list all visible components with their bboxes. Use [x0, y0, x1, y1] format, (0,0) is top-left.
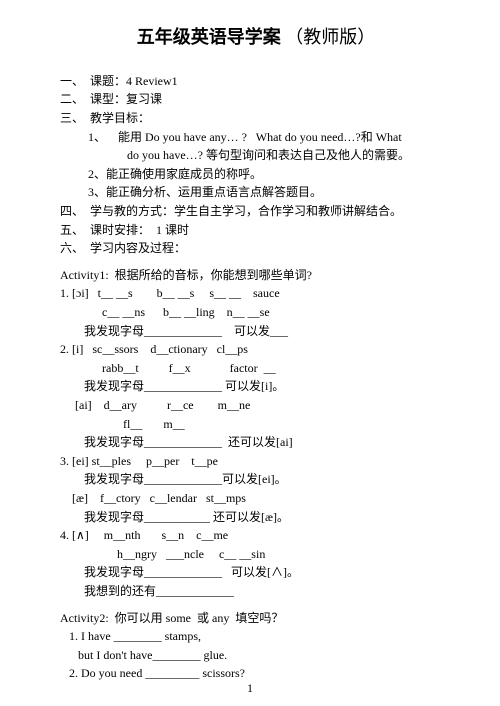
act1-l16: 我发现字母_____________ 可以发[∧]。	[60, 563, 452, 582]
activity2-title: Activity2: 你可以用 some 或 any 填空吗？	[60, 609, 452, 628]
goal-1a: 1、 能用 Do you have any… ? What do you nee…	[60, 128, 452, 147]
page-title: 五年级英语导学案 （教师版）	[60, 24, 452, 52]
act1-l7: [ai] d__ary r__ce m__ne	[60, 396, 452, 415]
page: 五年级英语导学案 （教师版） 一、 课题：4 Review1 二、 课型：复习课…	[0, 0, 500, 706]
item-method: 四、 学与教的方式：学生自主学习，合作学习和教师讲解结合。	[60, 202, 452, 221]
act1-l1: 1. [ɔi] t__ __s b__ __s s__ __ sauce	[60, 284, 452, 303]
title-main: 五年级英语导学案	[137, 27, 281, 47]
act1-l15: h__ngry ___ncle c__ __sin	[60, 545, 452, 564]
goal-3: 3、能正确分析、运用重点语言点解答题目。	[60, 183, 452, 202]
act1-l11: 我发现字母_____________可以发[ei]。	[60, 470, 452, 489]
activity-2: Activity2: 你可以用 some 或 any 填空吗？ 1. I hav…	[60, 609, 452, 683]
goal-1b: do you have…? 等句型询问和表达自己及他人的需要。	[60, 146, 452, 165]
item-topic: 一、 课题：4 Review1	[60, 72, 452, 91]
act1-l10: 3. [ei] st__ples p__per t__pe	[60, 452, 452, 471]
act1-l12: [æ] f__ctory c__lendar st__mps	[60, 489, 452, 508]
act1-l3: 我发现字母_____________ 可以发___	[60, 322, 452, 341]
act1-l9: 我发现字母_____________ 还可以发[ai]	[60, 433, 452, 452]
outline: 一、 课题：4 Review1 二、 课型：复习课 三、 教学目标： 1、 能用…	[60, 72, 452, 258]
act1-l13: 我发现字母___________ 还可以发[æ]。	[60, 508, 452, 527]
act2-q1a: 1. I have ________ stamps,	[60, 627, 452, 646]
item-periods: 五、 课时安排： 1 课时	[60, 221, 452, 240]
act1-l17: 我想到的还有_____________	[60, 582, 452, 601]
act1-l8: fl__ m__	[60, 415, 452, 434]
goal-2: 2、能正确使用家庭成员的称呼。	[60, 165, 452, 184]
title-sub: （教师版）	[285, 27, 375, 47]
item-process: 六、 学习内容及过程：	[60, 239, 452, 258]
act1-l4: 2. [i] sc__ssors d__ctionary cl__ps	[60, 340, 452, 359]
act1-l5: rabb__t f__x factor __	[60, 359, 452, 378]
act1-l2: c__ __ns b__ __ling n__ __se	[60, 303, 452, 322]
item-type: 二、 课型：复习课	[60, 90, 452, 109]
activity-1: Activity1: 根据所给的音标，你能想到哪些单词? 1. [ɔi] t__…	[60, 266, 452, 601]
page-number: 1	[0, 679, 500, 698]
act1-l6: 我发现字母_____________ 可以发[i]。	[60, 377, 452, 396]
act2-q1b: but I don't have________ glue.	[60, 646, 452, 665]
act1-l14: 4. [∧] m__nth s__n c__me	[60, 526, 452, 545]
activity1-title: Activity1: 根据所给的音标，你能想到哪些单词?	[60, 266, 452, 285]
item-goals: 三、 教学目标：	[60, 109, 452, 128]
